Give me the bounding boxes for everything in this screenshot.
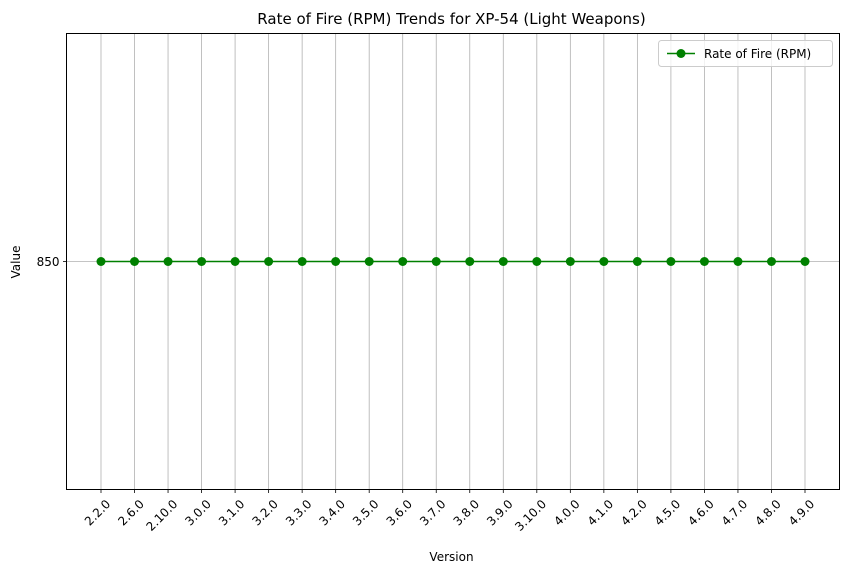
legend-marker-swatch bbox=[676, 49, 686, 58]
data-point bbox=[297, 257, 307, 266]
chart-title: Rate of Fire (RPM) Trends for XP-54 (Lig… bbox=[257, 10, 645, 28]
data-point bbox=[733, 257, 743, 266]
data-point bbox=[197, 257, 207, 266]
data-point bbox=[465, 257, 475, 266]
data-point bbox=[800, 257, 810, 266]
data-point bbox=[264, 257, 274, 266]
data-point bbox=[230, 257, 240, 266]
data-point bbox=[632, 257, 642, 266]
data-point bbox=[498, 257, 508, 266]
data-point bbox=[364, 257, 374, 266]
data-point bbox=[666, 257, 676, 266]
y-tick-label: 850 bbox=[37, 255, 60, 269]
data-point bbox=[532, 257, 542, 266]
data-point bbox=[130, 257, 140, 266]
series-layer bbox=[96, 257, 810, 266]
data-point bbox=[431, 257, 441, 266]
data-point bbox=[565, 257, 575, 266]
data-point bbox=[96, 257, 106, 266]
legend: Rate of Fire (RPM) bbox=[658, 40, 833, 67]
legend-label: Rate of Fire (RPM) bbox=[704, 47, 811, 61]
y-axis-label: Value bbox=[9, 246, 23, 279]
x-axis-label: Version bbox=[429, 550, 473, 564]
data-point bbox=[766, 257, 776, 266]
data-point bbox=[699, 257, 709, 266]
data-point bbox=[331, 257, 341, 266]
data-point bbox=[398, 257, 408, 266]
data-point bbox=[599, 257, 609, 266]
data-point bbox=[163, 257, 173, 266]
y-axis: 850 bbox=[37, 255, 67, 269]
legend-box bbox=[658, 40, 833, 67]
